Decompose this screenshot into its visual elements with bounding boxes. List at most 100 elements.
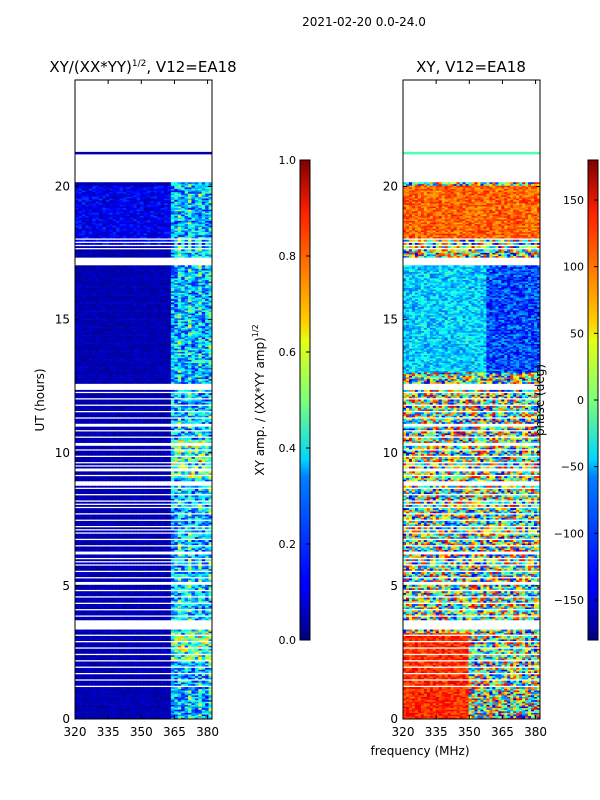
amplitude-cell xyxy=(188,447,192,450)
amplitude-cell xyxy=(85,516,90,519)
amplitude-cell xyxy=(129,618,134,621)
amplitude-cell xyxy=(205,707,209,710)
amplitude-cell xyxy=(92,535,96,538)
amplitude-cell xyxy=(116,508,120,511)
amplitude-cell xyxy=(85,656,90,659)
amplitude-cell xyxy=(81,533,86,536)
amplitude-cell xyxy=(177,642,182,645)
amplitude-cell xyxy=(75,592,79,595)
amplitude-cell xyxy=(177,674,182,677)
amplitude-cell xyxy=(102,457,107,459)
amplitude-cell xyxy=(188,535,192,538)
amplitude-cell xyxy=(150,516,155,519)
amplitude-cell xyxy=(191,675,196,678)
amplitude-cell xyxy=(157,631,162,634)
amplitude-cell xyxy=(95,696,100,699)
amplitude-cell xyxy=(98,667,103,670)
amplitude-cell xyxy=(126,618,131,621)
amplitude-cell xyxy=(184,655,189,657)
amplitude-cell xyxy=(116,509,120,512)
amplitude-cell xyxy=(75,458,79,461)
amplitude-cell xyxy=(112,618,117,621)
amplitude-cell xyxy=(81,471,86,474)
amplitude-cell xyxy=(140,543,144,546)
amplitude-cell xyxy=(164,573,168,576)
amplitude-cell xyxy=(181,554,185,557)
amplitude-cell xyxy=(126,655,131,657)
amplitude-cell xyxy=(191,540,196,542)
amplitude-cell xyxy=(157,651,162,654)
amplitude-cell xyxy=(177,658,182,661)
amplitude-cell xyxy=(133,533,138,536)
amplitude-cell xyxy=(95,600,100,603)
amplitude-cell xyxy=(191,680,196,683)
amplitude-cell xyxy=(201,711,206,713)
amplitude-cell xyxy=(208,642,212,645)
amplitude-cell xyxy=(102,594,107,597)
amplitude-cell xyxy=(160,648,165,651)
amplitude-cell xyxy=(109,460,114,463)
amplitude-cell xyxy=(143,611,148,614)
amplitude-cell xyxy=(136,696,141,699)
amplitude-cell xyxy=(194,639,199,642)
amplitude-cell xyxy=(157,573,162,576)
amplitude-cell xyxy=(198,677,203,680)
amplitude-cell xyxy=(174,699,179,702)
amplitude-cell xyxy=(78,514,83,517)
amplitude-cell xyxy=(140,488,144,491)
amplitude-cell xyxy=(81,492,86,495)
amplitude-cell xyxy=(116,680,120,683)
amplitude-cell xyxy=(164,605,168,608)
amplitude-cell xyxy=(81,693,86,696)
amplitude-cell xyxy=(95,610,100,613)
amplitude-cell xyxy=(146,603,151,606)
amplitude-cell xyxy=(181,441,185,443)
amplitude-cell xyxy=(205,691,209,694)
amplitude-cell xyxy=(157,639,162,642)
amplitude-cell xyxy=(112,572,117,574)
amplitude-cell xyxy=(95,540,100,542)
amplitude-cell xyxy=(170,580,175,582)
amplitude-cell xyxy=(157,597,162,600)
amplitude-cell xyxy=(170,715,175,718)
amplitude-cell xyxy=(205,600,209,603)
amplitude-cell xyxy=(184,575,189,578)
amplitude-cell xyxy=(205,645,209,648)
amplitude-cell xyxy=(129,664,134,667)
amplitude-cell xyxy=(146,548,151,550)
amplitude-cell xyxy=(119,471,124,474)
amplitude-cell xyxy=(198,504,203,507)
amplitude-cell xyxy=(150,597,155,600)
amplitude-cell xyxy=(146,522,151,525)
amplitude-cell xyxy=(98,605,103,608)
amplitude-cell xyxy=(129,603,134,606)
amplitude-cell xyxy=(75,573,79,576)
amplitude-cell xyxy=(177,463,182,466)
amplitude-cell xyxy=(136,717,141,719)
amplitude-cell xyxy=(188,516,192,519)
amplitude-cell xyxy=(184,683,189,686)
amplitude-cell xyxy=(129,701,134,704)
amplitude-cell xyxy=(98,485,103,488)
amplitude-cell xyxy=(112,514,117,517)
amplitude-cell xyxy=(98,637,103,640)
amplitude-cell xyxy=(85,496,90,499)
amplitude-cell xyxy=(75,485,79,488)
amplitude-cell xyxy=(98,707,103,710)
amplitude-cell xyxy=(157,434,162,437)
amplitude-cell xyxy=(191,522,196,525)
amplitude-cell xyxy=(146,485,151,488)
amplitude-cell xyxy=(126,591,131,594)
amplitude-cell xyxy=(85,472,90,475)
amplitude-cell xyxy=(109,490,114,493)
amplitude-cell xyxy=(126,437,131,440)
amplitude-cell xyxy=(81,680,86,683)
amplitude-cell xyxy=(194,712,199,715)
amplitude-cell xyxy=(81,485,86,488)
amplitude-cell xyxy=(136,511,141,514)
amplitude-cell xyxy=(191,572,196,574)
amplitude-cell xyxy=(88,434,93,437)
amplitude-cell xyxy=(98,648,103,651)
amplitude-cell xyxy=(188,584,192,587)
amplitude-cell xyxy=(95,592,100,595)
